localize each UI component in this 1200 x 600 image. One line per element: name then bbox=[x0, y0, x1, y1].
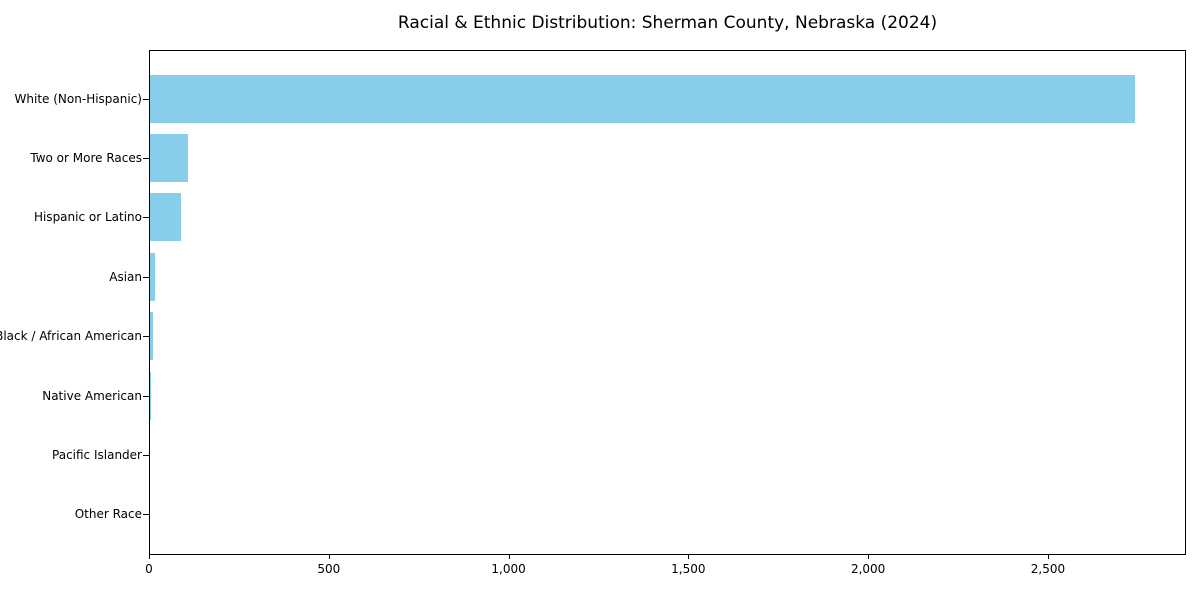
y-tick-mark bbox=[143, 514, 149, 516]
x-tick-label: 1,000 bbox=[491, 562, 526, 576]
category-label: Pacific Islander bbox=[52, 447, 142, 462]
x-tick-label: 2,000 bbox=[850, 562, 886, 576]
bar-row: Asian bbox=[109, 247, 1185, 306]
y-tick-mark bbox=[143, 217, 149, 219]
category-label: Native American bbox=[42, 388, 142, 403]
bar-row: Other Race bbox=[75, 485, 1185, 544]
x-tick-mark bbox=[508, 555, 510, 559]
bars-container: White (Non-Hispanic) Two or More Races His… bbox=[0, 51, 1185, 554]
bar-row: White (Non-Hispanic) bbox=[15, 69, 1185, 128]
category-label: White (Non-Hispanic) bbox=[14, 91, 142, 106]
bar bbox=[150, 134, 189, 183]
category-label: Black / African American bbox=[0, 329, 142, 344]
x-tick-mark bbox=[328, 555, 330, 559]
bar bbox=[150, 74, 1136, 123]
category-label: Two or More Races bbox=[30, 151, 142, 166]
plot-area: White (Non-Hispanic) Two or More Races His… bbox=[0, 50, 1186, 555]
y-tick-mark bbox=[143, 276, 149, 278]
bar-row: Two or More Races bbox=[30, 128, 1185, 187]
y-tick-mark bbox=[143, 395, 149, 397]
chart-title: Racial & Ethnic Distribution: Sherman Co… bbox=[397, 13, 938, 33]
category-label: Other Race bbox=[74, 507, 142, 522]
x-tick-mark bbox=[149, 555, 150, 559]
x-tick-label: 1,500 bbox=[671, 562, 706, 576]
x-tick-label: 0 bbox=[145, 562, 153, 576]
y-tick-mark bbox=[143, 98, 149, 100]
x-tick-mark bbox=[688, 555, 690, 559]
bar bbox=[150, 193, 181, 242]
y-tick-mark bbox=[143, 454, 149, 456]
bar bbox=[150, 252, 155, 301]
bar-row: Pacific Islander bbox=[52, 425, 1185, 484]
bar-row: Hispanic or Latino bbox=[34, 188, 1185, 247]
category-label: Hispanic or Latino bbox=[33, 210, 142, 225]
bar bbox=[150, 312, 154, 361]
y-tick-mark bbox=[143, 336, 149, 338]
x-tick-label: 500 bbox=[317, 562, 341, 576]
x-axis: 0 500 1,000 1,500 2,000 2,500 bbox=[145, 555, 1186, 585]
bar-row: Native American bbox=[42, 366, 1185, 425]
x-tick-mark bbox=[1047, 555, 1049, 559]
category-label: Asian bbox=[109, 269, 142, 284]
bar-row: Black / African American bbox=[0, 307, 1185, 366]
x-tick-mark bbox=[868, 555, 870, 559]
bar bbox=[150, 371, 151, 420]
y-tick-mark bbox=[143, 158, 149, 160]
x-tick-label: 2,500 bbox=[1030, 562, 1066, 576]
